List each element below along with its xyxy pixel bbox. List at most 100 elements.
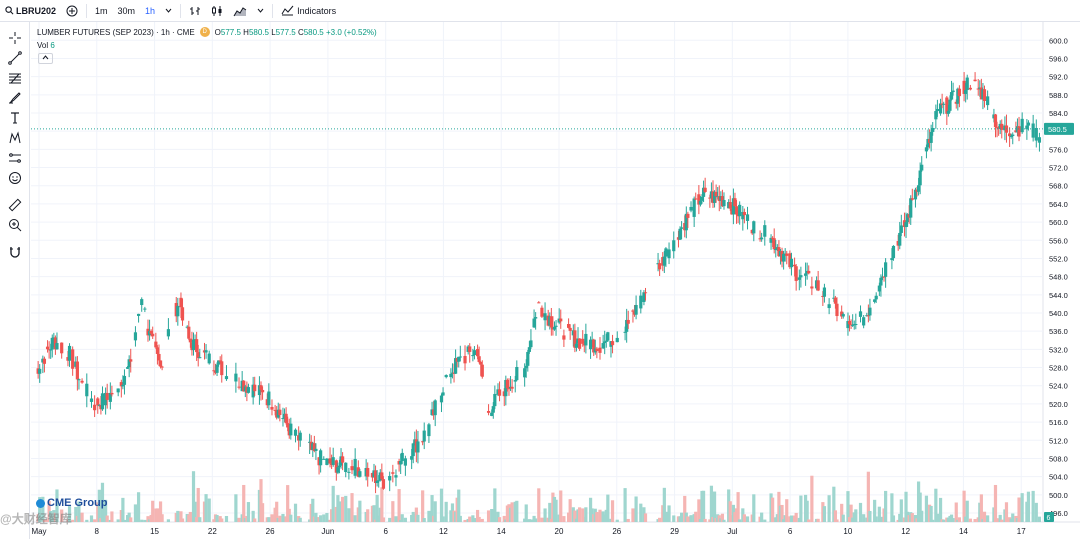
volume-bar [427, 510, 431, 522]
x-tick-label: 29 [670, 527, 679, 536]
pattern-tool[interactable] [7, 130, 23, 146]
volume-bar [742, 514, 746, 522]
volume-bar [689, 515, 693, 522]
x-tick-label: Jun [321, 527, 334, 536]
candle-body [731, 198, 735, 215]
indicators-button[interactable]: Indicators [276, 0, 341, 22]
candle-body [196, 352, 200, 359]
volume-bar [105, 515, 109, 522]
x-tick-label: 8 [95, 527, 100, 536]
volume-bar [251, 510, 255, 522]
candle-body [728, 202, 732, 209]
volume-bar [634, 496, 638, 522]
volume-bar [394, 516, 398, 522]
candle-body [507, 388, 511, 390]
candle-body [964, 90, 968, 94]
candle-body [920, 164, 924, 171]
candle-body [532, 318, 536, 328]
candle-body [336, 467, 340, 473]
candle-body [931, 127, 935, 132]
style-dropdown[interactable] [252, 0, 269, 22]
candle-body [353, 458, 357, 476]
candle-body [422, 430, 426, 442]
volume-bar [121, 497, 125, 522]
candle-body [121, 384, 125, 387]
compare-button[interactable] [61, 0, 83, 22]
candle-body [733, 198, 737, 207]
collapse-legend-button[interactable] [38, 53, 53, 64]
candle-body [891, 245, 896, 259]
volume-bar [805, 500, 809, 522]
y-tick-label: 548.0 [1049, 273, 1068, 282]
volume-bar [41, 496, 45, 522]
candle-body [592, 339, 596, 353]
volume-bar [397, 489, 401, 522]
volume-bar [728, 501, 732, 522]
candle-body [697, 194, 701, 205]
candle-body [631, 310, 635, 312]
trend-line-tool[interactable] [7, 50, 23, 66]
price-chart[interactable]: 600.0596.0592.0588.0584.0580.0576.0572.0… [31, 22, 1080, 539]
magnet-tool[interactable] [7, 244, 23, 260]
candle-body [957, 88, 961, 97]
crosshair-icon [9, 32, 21, 44]
legend-close: 580.5 [303, 27, 324, 37]
candles-style-button[interactable] [206, 0, 228, 22]
x-tick-label: 15 [150, 527, 159, 536]
candle-body [606, 332, 610, 341]
y-tick-label: 600.0 [1049, 36, 1068, 45]
candle-body [929, 131, 933, 143]
volume-bar [846, 491, 850, 522]
candle-body [1017, 126, 1021, 137]
candle-body [680, 227, 684, 229]
volume-bar [568, 499, 572, 522]
crosshair-tool[interactable] [7, 30, 23, 46]
volume-bar [260, 503, 265, 522]
candle-body [60, 342, 64, 354]
interval-1m[interactable]: 1m [95, 5, 108, 16]
interval-1h[interactable]: 1h [145, 5, 156, 16]
emoji-tool[interactable] [7, 170, 23, 186]
volume-bar [457, 489, 461, 522]
candle-body [477, 356, 481, 362]
y-tick-label: 584.0 [1049, 109, 1068, 118]
volume-bar [899, 499, 903, 522]
volume-bar [151, 500, 155, 522]
area-style-button[interactable] [228, 0, 252, 22]
bars-style-button[interactable] [184, 0, 206, 22]
volume-bar [664, 511, 668, 522]
text-tool[interactable] [7, 110, 23, 126]
zoom-in-tool[interactable] [7, 217, 23, 233]
candle-body [701, 187, 706, 197]
candle-body [833, 297, 838, 304]
candle-body [341, 456, 345, 463]
candle-body [394, 475, 398, 478]
volume-bar [722, 519, 726, 522]
volume-bar [745, 516, 750, 522]
volume-bar [615, 519, 619, 522]
fib-tool[interactable] [7, 70, 23, 86]
volume-bar [680, 512, 684, 522]
ruler-tool[interactable] [7, 197, 23, 213]
symbol-search[interactable]: LBRU202 [0, 0, 61, 22]
candle-body [686, 213, 690, 218]
volume-bar [982, 511, 987, 522]
candle-body [840, 311, 844, 317]
interval-dropdown[interactable] [160, 0, 177, 22]
brush-tool[interactable] [7, 90, 23, 106]
candle-body [331, 457, 335, 465]
candle-body [797, 277, 801, 280]
interval-30m[interactable]: 30m [117, 5, 136, 16]
prediction-tool[interactable] [7, 150, 23, 166]
candle-body [270, 406, 274, 410]
volume-bar [920, 510, 924, 522]
volume-bar [954, 502, 958, 522]
y-tick-label: 524.0 [1049, 382, 1068, 391]
y-tick-label: 592.0 [1049, 73, 1068, 82]
volume-bar [957, 517, 961, 522]
y-tick-label: 544.0 [1049, 291, 1068, 300]
volume-bar [771, 497, 775, 522]
candle-body [604, 340, 608, 342]
volume-bar [331, 485, 335, 522]
emoji-icon [9, 172, 21, 184]
